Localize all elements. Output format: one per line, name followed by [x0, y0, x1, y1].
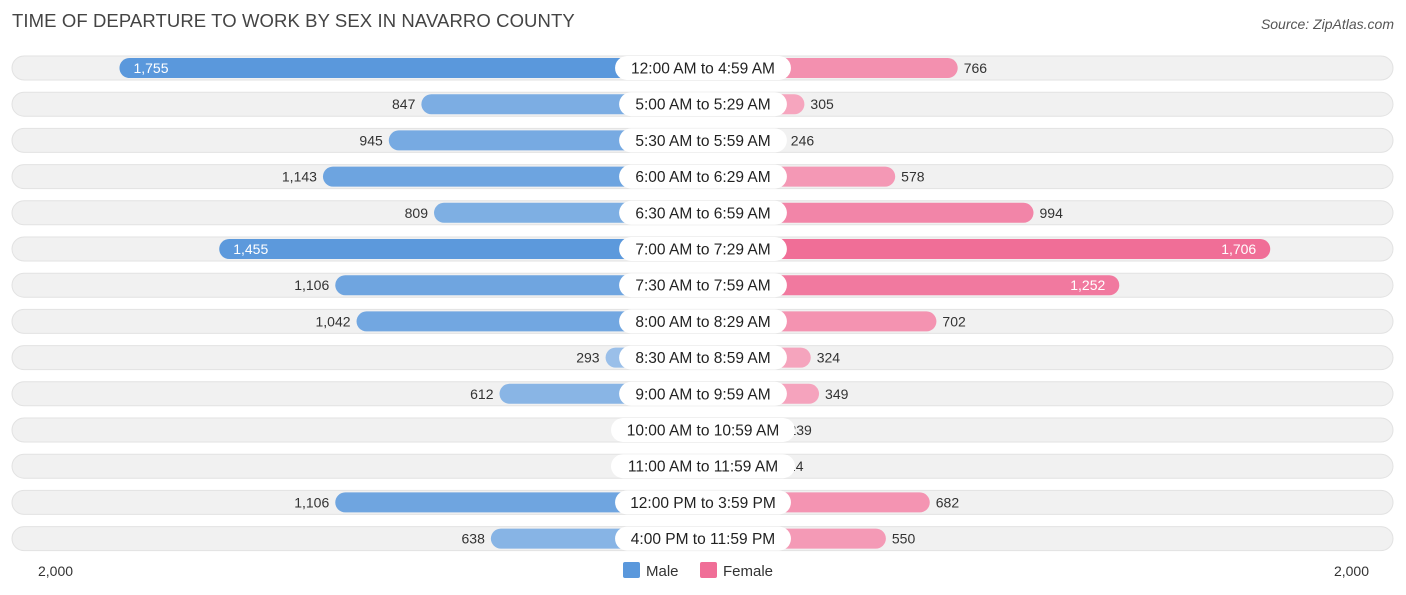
male-bar	[219, 239, 713, 259]
female-value-label: 1,252	[1070, 277, 1105, 293]
female-value-label: 324	[817, 350, 841, 366]
category-label: 12:00 PM to 3:59 PM	[630, 495, 776, 512]
female-value-label: 994	[1040, 205, 1064, 221]
female-value-label: 239	[788, 422, 812, 438]
chart-row: 1,455 1,706 7:00 AM to 7:29 AM	[11, 236, 1394, 262]
male-bar	[335, 275, 713, 296]
category-label: 7:00 AM to 7:29 AM	[635, 242, 770, 259]
chart-row: 293 324 8:30 AM to 8:59 AM	[11, 345, 1394, 371]
female-value-label: 1,706	[1221, 241, 1256, 257]
chart-row: 3521411:00 AM to 11:59 AM	[11, 453, 1394, 479]
male-value-label: 847	[392, 96, 416, 112]
category-label: 9:00 AM to 9:59 AM	[635, 386, 770, 403]
category-pill	[611, 418, 795, 442]
male-value-label: 293	[576, 350, 600, 366]
category-pill	[611, 454, 795, 479]
chart-title: TIME OF DEPARTURE TO WORK BY SEX IN NAVA…	[12, 10, 575, 31]
category-pill	[619, 273, 787, 298]
category-pill	[619, 381, 787, 406]
axis-left-max-label: 2,000	[38, 563, 73, 579]
category-pill	[619, 92, 787, 117]
category-pill	[619, 128, 787, 153]
male-value-label: 945	[359, 132, 383, 148]
category-label: 10:00 AM to 10:59 AM	[627, 423, 780, 440]
female-value-label: 578	[901, 169, 925, 185]
legend-female-swatch	[700, 562, 717, 578]
chart-row: 1,106 1,252 7:30 AM to 7:59 AM	[11, 272, 1394, 298]
female-value-label: 305	[810, 96, 834, 112]
category-pill	[615, 490, 791, 515]
category-pill	[615, 56, 791, 80]
category-label: 7:30 AM to 7:59 AM	[635, 278, 770, 295]
female-value-label: 702	[942, 313, 966, 329]
axis-right-max-label: 2,000	[1334, 563, 1369, 579]
male-value-label: 1,042	[315, 313, 350, 329]
male-value-label: 1,143	[282, 169, 317, 185]
male-value-label: 1,755	[133, 60, 168, 76]
legend: Male Female	[623, 562, 773, 580]
female-bar	[693, 275, 1120, 296]
female-bar	[693, 239, 1271, 259]
category-label: 12:00 AM to 4:59 AM	[631, 61, 775, 78]
female-value-label: 550	[892, 531, 916, 547]
legend-male-swatch	[623, 562, 640, 578]
category-label: 5:30 AM to 5:59 AM	[635, 133, 770, 150]
chart-row: 1,042 702 8:00 AM to 8:29 AM	[11, 308, 1394, 334]
chart-row: 1,106 682 12:00 PM to 3:59 PM	[11, 489, 1394, 515]
male-bar	[119, 58, 713, 78]
male-value-label: 1,455	[233, 241, 268, 257]
source-credit: Source: ZipAtlas.com	[1260, 16, 1394, 32]
male-value-label: 809	[405, 205, 429, 221]
category-label: 6:00 AM to 6:29 AM	[635, 169, 770, 186]
category-pill	[619, 200, 787, 225]
category-pill	[615, 526, 791, 551]
male-value-label: 1,106	[294, 277, 329, 293]
category-label: 8:00 AM to 8:29 AM	[635, 314, 770, 331]
category-pill	[619, 345, 787, 370]
category-label: 6:30 AM to 6:59 AM	[635, 205, 770, 222]
chart-row: 612 349 9:00 AM to 9:59 AM	[11, 381, 1394, 407]
category-label: 4:00 PM to 11:59 PM	[631, 531, 775, 548]
male-value-label: 612	[470, 386, 494, 402]
male-value-label: 638	[462, 531, 486, 547]
male-value-label: 1,106	[294, 494, 329, 510]
chart-row: 1,143 578 6:00 AM to 6:29 AM	[11, 164, 1394, 190]
chart-row: 945 246 5:30 AM to 5:59 AM	[11, 127, 1394, 153]
female-value-label: 246	[791, 132, 815, 148]
female-value-label: 766	[964, 60, 988, 76]
chart-row: 17223910:00 AM to 10:59 AM	[11, 417, 1394, 443]
legend-female-label: Female	[723, 563, 773, 580]
chart-row: 847 305 5:00 AM to 5:29 AM	[11, 91, 1394, 117]
chart-row: 809 994 6:30 AM to 6:59 AM	[11, 200, 1394, 226]
chart-row: 638 550 4:00 PM to 11:59 PM	[11, 526, 1394, 552]
category-label: 5:00 AM to 5:29 AM	[635, 97, 770, 114]
category-label: 8:30 AM to 8:59 AM	[635, 350, 770, 367]
category-pill	[619, 237, 787, 261]
category-pill	[619, 164, 787, 189]
chart-row: 1,755 766 12:00 AM to 4:59 AM	[11, 55, 1394, 81]
category-label: 11:00 AM to 11:59 AM	[628, 459, 778, 476]
male-bar	[322, 166, 713, 187]
legend-male-label: Male	[646, 563, 679, 580]
female-value-label: 349	[825, 386, 849, 402]
female-value-label: 682	[936, 494, 960, 510]
category-pill	[619, 309, 787, 334]
